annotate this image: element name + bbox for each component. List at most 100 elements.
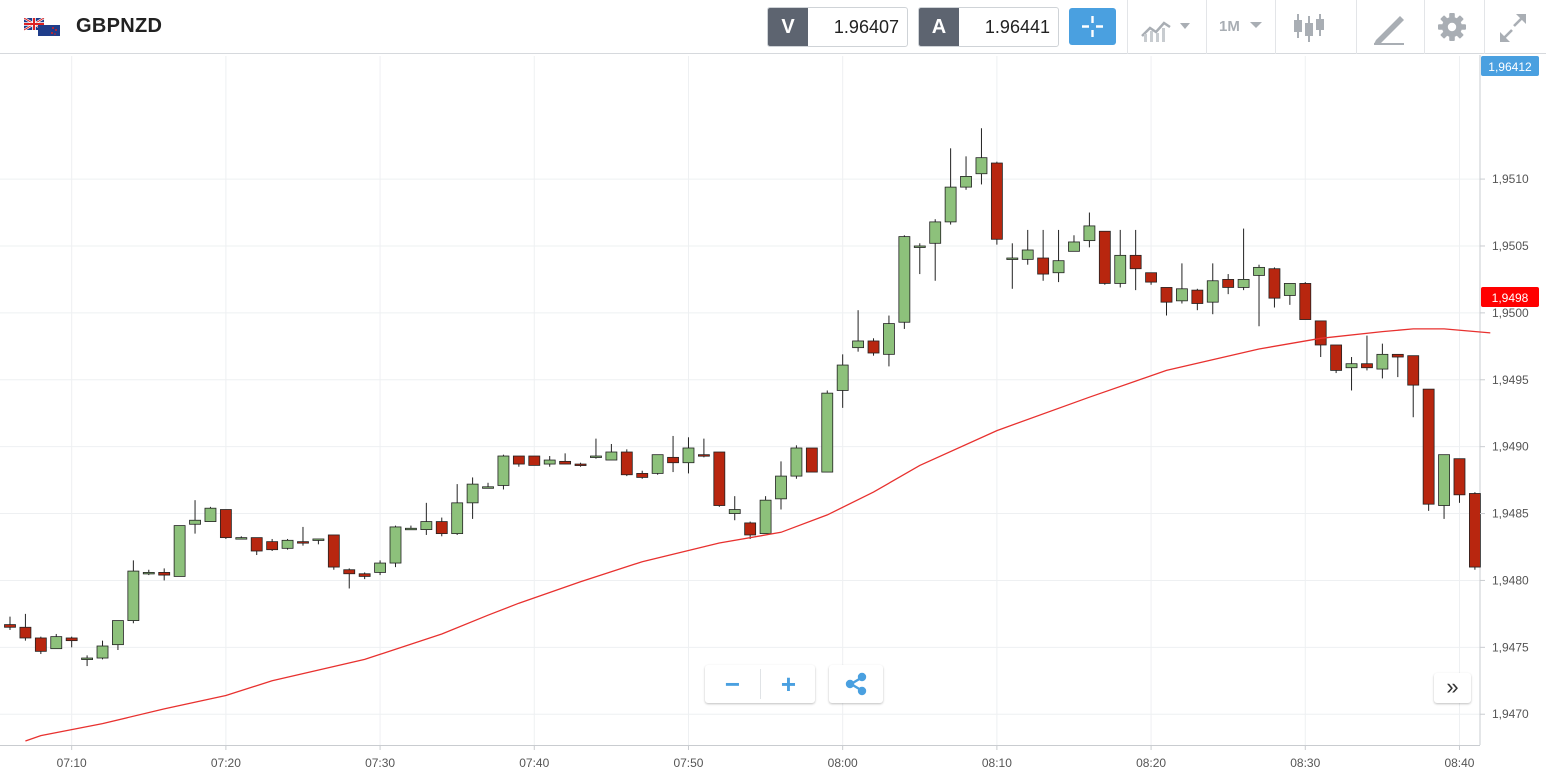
- candle-body: [944, 186, 957, 223]
- candle-body: [1314, 320, 1327, 346]
- y-tick-label: 1,9485: [1492, 507, 1529, 521]
- candle-body: [1268, 268, 1281, 299]
- buy-price: 1.96441: [984, 17, 1050, 37]
- timeframe-label: 1M: [1219, 18, 1240, 35]
- candle: [158, 568, 171, 581]
- candle: [466, 477, 479, 519]
- candle-body: [1176, 288, 1188, 302]
- zoom-in-button[interactable]: +: [780, 669, 797, 699]
- candle: [790, 445, 803, 479]
- candle-body: [775, 475, 787, 500]
- drawing-tools-button[interactable]: [1370, 6, 1410, 48]
- candle: [605, 443, 618, 461]
- y-tick-label: 1,9505: [1492, 239, 1529, 253]
- candle-body: [836, 364, 849, 391]
- candle: [482, 482, 494, 489]
- candle-body: [1021, 249, 1034, 260]
- candle: [528, 455, 541, 466]
- candle: [713, 451, 726, 507]
- candlestick-icon: [1294, 14, 1324, 42]
- candle-body: [1391, 353, 1404, 358]
- candle-body: [1376, 353, 1389, 370]
- candle-body: [821, 392, 834, 473]
- candle: [343, 568, 356, 589]
- candle-body: [235, 537, 248, 540]
- candle-body: [435, 521, 448, 535]
- y-tick-label: 1,9495: [1492, 373, 1529, 387]
- candle: [1222, 274, 1235, 295]
- x-tick-label: 07:50: [673, 756, 703, 770]
- candle-body: [1438, 454, 1450, 506]
- candle: [34, 636, 47, 655]
- candle: [1253, 264, 1265, 327]
- fullscreen-button[interactable]: [1496, 6, 1530, 48]
- candle: [112, 620, 124, 651]
- candle: [744, 521, 757, 539]
- candle: [358, 572, 371, 580]
- candle-body: [389, 526, 402, 564]
- scroll-to-latest-button[interactable]: »: [1434, 673, 1471, 703]
- candle: [1391, 353, 1404, 378]
- chevron-down-icon: [1250, 22, 1262, 28]
- candles-button[interactable]: [1290, 6, 1330, 48]
- price-chart[interactable]: 1,9470 1,9475 1,9480 1,9485 1,9490 1,9495 1,95…: [0, 55, 1546, 779]
- sell-label: V: [768, 8, 808, 46]
- candle: [451, 484, 464, 535]
- candle-body: [852, 340, 864, 349]
- candle-body: [590, 455, 602, 458]
- sell-quote-button[interactable]: V 1.96407: [767, 7, 908, 47]
- candle: [1376, 343, 1389, 379]
- x-tick-label: 07:30: [365, 756, 395, 770]
- candle: [127, 560, 140, 624]
- buy-quote-button[interactable]: A 1.96441: [918, 7, 1059, 47]
- candle: [435, 517, 448, 537]
- candle-body: [636, 473, 649, 478]
- candle-body: [960, 176, 972, 188]
- candle-body: [19, 626, 32, 639]
- zoom-out-button[interactable]: −: [724, 669, 741, 699]
- y-tick-label: 1,9475: [1492, 640, 1529, 654]
- candle: [512, 455, 525, 467]
- x-tick-label: 08:00: [828, 756, 858, 770]
- candle: [574, 462, 587, 467]
- candle-body: [1253, 266, 1265, 276]
- uk-nz-flag-icon: [24, 18, 60, 36]
- candle: [1129, 229, 1142, 291]
- candle: [898, 235, 911, 329]
- candle: [775, 461, 787, 510]
- candle: [1037, 229, 1050, 281]
- candle: [1299, 282, 1312, 320]
- candle: [990, 161, 1003, 245]
- candle-body: [759, 499, 772, 535]
- candle: [266, 538, 279, 552]
- candle-body: [1453, 458, 1466, 496]
- settings-button[interactable]: [1436, 6, 1470, 48]
- candle: [667, 435, 679, 473]
- candle: [1237, 228, 1250, 291]
- candle-body: [1299, 283, 1312, 320]
- candle-body: [744, 522, 757, 536]
- chart-type-button[interactable]: [1138, 6, 1198, 48]
- candle: [297, 526, 309, 546]
- candle: [235, 536, 248, 540]
- candle-body: [605, 451, 618, 461]
- candle: [728, 496, 741, 521]
- drawing-tools-icon: [1374, 16, 1404, 45]
- candle: [312, 538, 325, 545]
- candle-body: [497, 455, 510, 486]
- candle: [636, 470, 649, 479]
- candle: [497, 454, 510, 490]
- candle-body: [327, 534, 340, 568]
- candle-body: [4, 624, 16, 628]
- candle-body: [1083, 225, 1096, 242]
- candle-body: [281, 539, 294, 549]
- candle: [327, 534, 340, 570]
- candle: [420, 502, 433, 535]
- timeframe-dropdown[interactable]: 1M: [1215, 6, 1267, 48]
- candle: [759, 496, 772, 535]
- candle-body: [1145, 272, 1157, 283]
- candle-body: [543, 459, 556, 465]
- gear-icon: [1438, 13, 1466, 41]
- crosshair-button[interactable]: [1069, 8, 1116, 45]
- share-button[interactable]: [829, 665, 883, 703]
